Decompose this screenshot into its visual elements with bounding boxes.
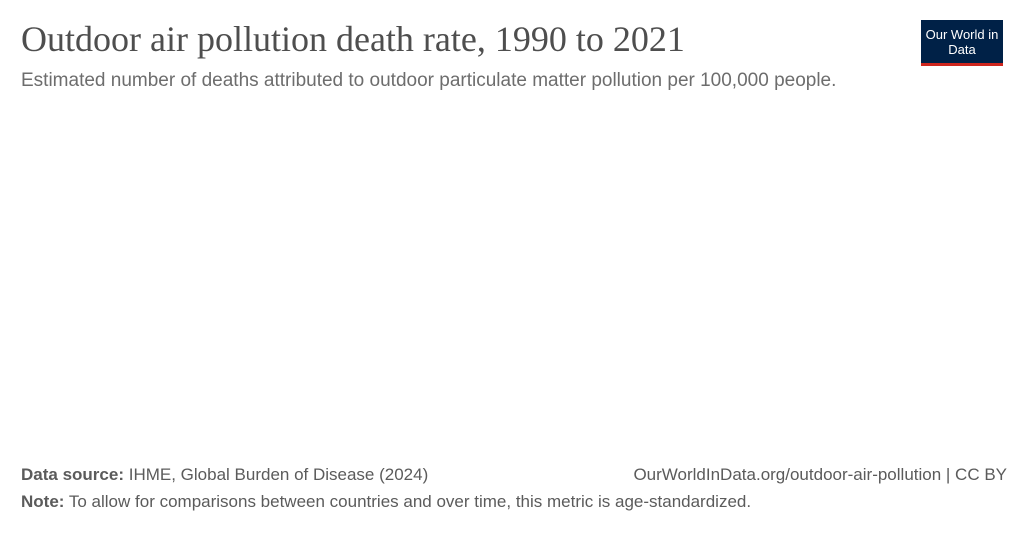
source-label: Data source: (21, 465, 124, 484)
note-text: To allow for comparisons between countri… (68, 492, 752, 511)
logo[interactable]: Our World in Data (921, 20, 1003, 66)
chart-subtitle: Estimated number of deaths attributed to… (21, 70, 837, 91)
source: Data source: IHME, Global Burden of Dise… (21, 465, 428, 485)
note-label: Note: (21, 492, 65, 511)
url[interactable]: OurWorldInData.org/outdoor-air-pollution… (633, 465, 1007, 484)
chart-title: Outdoor air pollution death rate, 1990 t… (21, 19, 685, 59)
note: Note: To allow for comparisons between c… (21, 492, 751, 512)
source-text: IHME, Global Burden of Disease (2024) (128, 465, 429, 484)
